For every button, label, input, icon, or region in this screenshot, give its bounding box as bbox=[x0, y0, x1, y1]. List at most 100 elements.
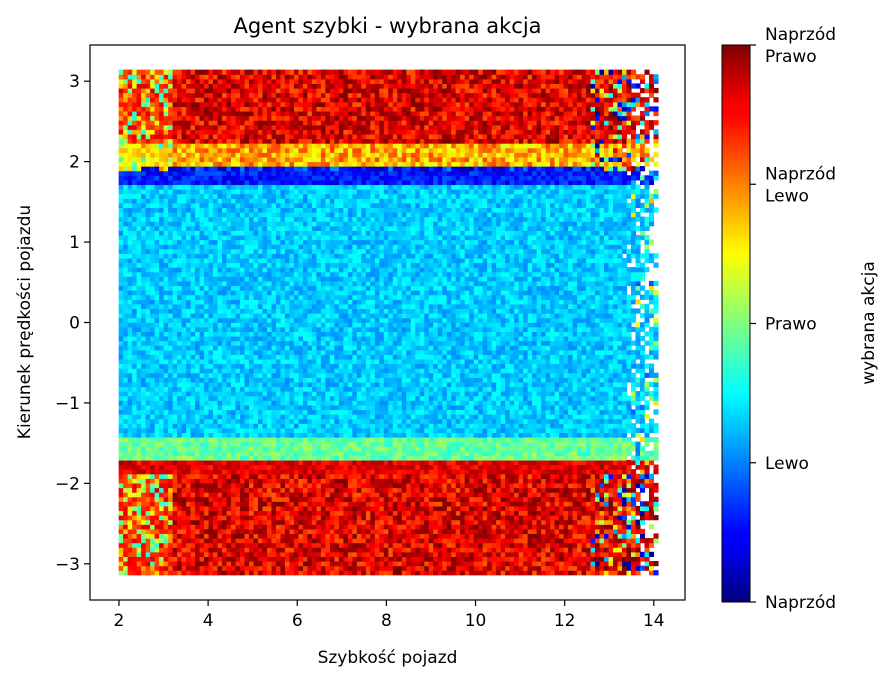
heatmap-cell bbox=[289, 418, 295, 424]
heatmap-cell bbox=[172, 538, 178, 544]
heatmap-cell bbox=[195, 547, 201, 553]
heatmap-cell bbox=[204, 262, 210, 268]
heatmap-cell bbox=[181, 473, 187, 479]
heatmap-cell bbox=[284, 570, 291, 576]
heatmap-cell bbox=[311, 345, 318, 351]
heatmap-cell bbox=[271, 409, 277, 415]
heatmap-cell bbox=[289, 547, 295, 553]
heatmap-cell bbox=[163, 170, 169, 176]
heatmap-cell bbox=[231, 542, 237, 548]
heatmap-cell bbox=[132, 437, 138, 443]
heatmap-cell bbox=[172, 138, 178, 144]
heatmap-cell bbox=[262, 152, 268, 158]
heatmap-cell bbox=[289, 299, 295, 305]
heatmap-cell bbox=[280, 280, 286, 287]
heatmap-cell bbox=[190, 331, 196, 337]
heatmap-cell bbox=[181, 308, 187, 314]
heatmap-cell bbox=[271, 69, 277, 75]
heatmap-cell bbox=[231, 556, 237, 562]
heatmap-cell bbox=[186, 542, 192, 548]
heatmap-cell bbox=[199, 257, 205, 264]
heatmap-cell bbox=[150, 510, 156, 516]
heatmap-cell bbox=[316, 570, 322, 576]
heatmap-cell bbox=[289, 290, 295, 296]
heatmap-cell bbox=[186, 455, 192, 461]
heatmap-cell bbox=[145, 189, 151, 195]
heatmap-cell bbox=[222, 253, 228, 259]
heatmap-cell bbox=[163, 372, 169, 378]
heatmap-cell bbox=[275, 345, 282, 351]
heatmap-cell bbox=[248, 253, 255, 259]
heatmap-cell bbox=[316, 280, 322, 287]
heatmap-cell bbox=[145, 459, 151, 466]
heatmap-cell bbox=[163, 129, 169, 135]
heatmap-cell bbox=[266, 230, 273, 236]
heatmap-cell bbox=[213, 234, 219, 241]
heatmap-cell bbox=[141, 202, 147, 208]
heatmap-cell bbox=[177, 556, 183, 562]
heatmap-cell bbox=[177, 386, 183, 392]
heatmap-cell bbox=[213, 267, 219, 273]
heatmap-cell bbox=[231, 230, 237, 236]
heatmap-cell bbox=[127, 372, 133, 378]
heatmap-cell bbox=[311, 234, 318, 241]
heatmap-cell bbox=[231, 317, 237, 323]
heatmap-cell bbox=[271, 368, 277, 374]
heatmap-cell bbox=[257, 262, 264, 268]
heatmap-cell bbox=[195, 427, 201, 434]
heatmap-cell bbox=[132, 271, 138, 277]
heatmap-cell bbox=[244, 303, 250, 310]
heatmap-cell bbox=[132, 179, 138, 186]
heatmap-cell bbox=[208, 170, 214, 176]
heatmap-cell bbox=[136, 450, 142, 456]
heatmap-cell bbox=[168, 156, 174, 163]
heatmap-cell bbox=[293, 345, 300, 351]
heatmap-cell bbox=[163, 547, 169, 553]
heatmap-cell bbox=[275, 198, 282, 204]
heatmap-cell bbox=[231, 248, 237, 254]
heatmap-cell bbox=[181, 161, 187, 167]
heatmap-cell bbox=[159, 92, 165, 98]
heatmap-cell bbox=[293, 427, 300, 434]
heatmap-cell bbox=[136, 303, 142, 310]
heatmap-cell bbox=[262, 547, 268, 553]
heatmap-cell bbox=[280, 166, 286, 172]
heatmap-cell bbox=[284, 501, 291, 507]
heatmap-cell bbox=[204, 133, 210, 140]
heatmap-cell bbox=[217, 372, 223, 378]
heatmap-cell bbox=[204, 322, 210, 328]
heatmap-cell bbox=[316, 372, 322, 378]
heatmap-cell bbox=[280, 115, 286, 121]
heatmap-cell bbox=[235, 400, 241, 406]
heatmap-cell bbox=[177, 92, 183, 98]
heatmap-cell bbox=[257, 331, 264, 337]
heatmap-cell bbox=[226, 565, 232, 571]
heatmap-cell bbox=[257, 427, 264, 434]
heatmap-cell bbox=[141, 143, 147, 149]
heatmap-cell bbox=[172, 221, 178, 227]
heatmap-cell bbox=[141, 244, 147, 250]
heatmap-cell bbox=[154, 78, 160, 85]
heatmap-cell bbox=[132, 547, 138, 553]
heatmap-cell bbox=[307, 326, 313, 332]
heatmap-cell bbox=[150, 542, 156, 548]
heatmap-cell bbox=[222, 345, 228, 351]
heatmap-cell bbox=[311, 482, 318, 489]
heatmap-cell bbox=[235, 101, 241, 107]
heatmap-cell bbox=[163, 496, 169, 502]
heatmap-cell bbox=[253, 547, 259, 553]
heatmap-cell bbox=[136, 363, 142, 369]
heatmap-cell bbox=[248, 487, 255, 493]
heatmap-cell bbox=[235, 166, 241, 172]
heatmap-cell bbox=[302, 519, 309, 525]
heatmap-cell bbox=[302, 308, 309, 314]
heatmap-cell bbox=[154, 423, 160, 429]
heatmap-cell bbox=[307, 551, 313, 557]
heatmap-cell bbox=[150, 459, 156, 466]
heatmap-cell bbox=[302, 313, 309, 319]
heatmap-cell bbox=[145, 464, 151, 470]
heatmap-cell bbox=[311, 253, 318, 259]
heatmap-cell bbox=[168, 207, 174, 213]
heatmap-cell bbox=[154, 528, 160, 535]
heatmap-cell bbox=[163, 450, 169, 456]
